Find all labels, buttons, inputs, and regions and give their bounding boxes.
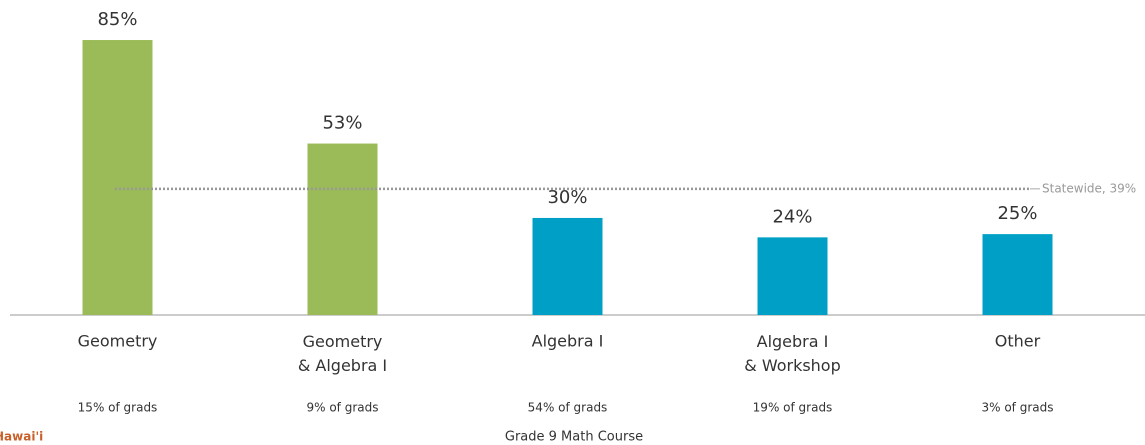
bar [532,217,603,315]
bar [82,40,153,316]
sublabel: 3% of grads [981,401,1053,415]
x-axis-title: Grade 9 Math Course [505,430,643,445]
sublabel: 54% of grads [528,401,608,415]
value-label: 85% [97,9,137,30]
x-tick-label: Geometry [78,332,158,351]
x-tick-label: Algebra I [532,332,604,351]
reference-label: Statewide, 39% [1042,181,1136,195]
x-tick-label: Algebra I & Workshop [744,332,841,375]
bar [757,237,828,315]
value-label: 53% [322,113,362,134]
sublabel: 19% of grads [753,401,833,415]
logo: Hawai'i [0,430,43,444]
value-label: 24% [772,206,812,227]
sublabel: 15% of grads [78,401,158,415]
bar [307,143,378,315]
x-tick-label: Geometry & Algebra I [298,332,387,375]
x-tick-label: Other [995,332,1041,351]
value-label: 25% [997,203,1037,224]
value-label: 30% [547,187,587,208]
sublabel: 9% of grads [306,401,378,415]
bar [982,234,1053,315]
